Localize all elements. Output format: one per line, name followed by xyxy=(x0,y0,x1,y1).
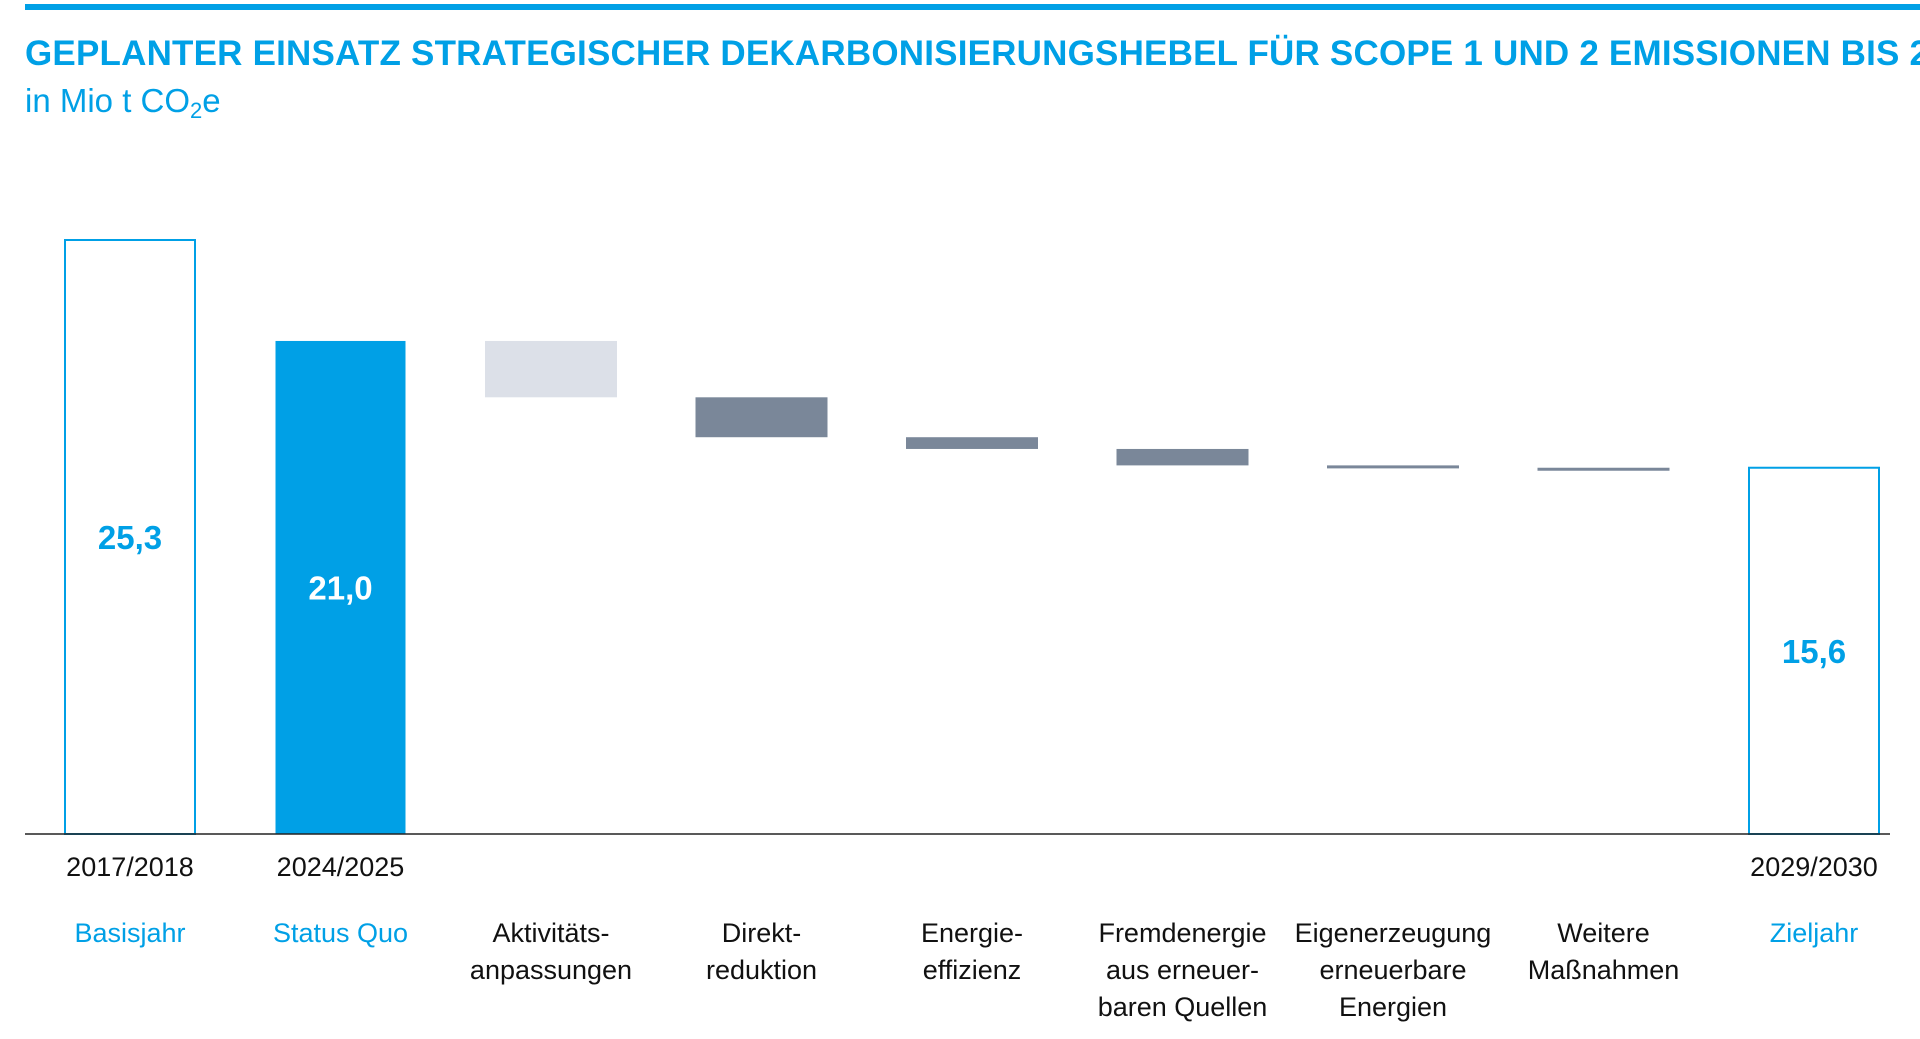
subtitle-prefix: in Mio t CO xyxy=(25,82,191,119)
category-label-4-line-1: Direkt- xyxy=(722,918,802,948)
data-label-2: 21,0 xyxy=(308,569,372,606)
lever-bar-6 xyxy=(1116,448,1249,466)
category-label-9-line-1: Zieljahr xyxy=(1770,918,1859,948)
year-label-9: 2029/2030 xyxy=(1750,852,1878,882)
category-label-8-line-1: Weitere xyxy=(1557,918,1650,948)
category-label-6-line-1: Fremdenergie xyxy=(1098,918,1266,948)
category-label-5-line-2: effizienz xyxy=(923,955,1022,985)
category-label-3-line-2: anpassungen xyxy=(470,955,632,985)
lever-bar-7 xyxy=(1327,465,1459,469)
data-label-9: 15,6 xyxy=(1782,633,1846,670)
year-label-2: 2024/2025 xyxy=(277,852,405,882)
category-label-6-line-2: aus erneuer- xyxy=(1106,955,1259,985)
category-label-7-line-2: erneuerbare xyxy=(1319,955,1466,985)
category-label-6-line-3: baren Quellen xyxy=(1098,992,1268,1022)
category-label-5-line-1: Energie- xyxy=(921,918,1023,948)
category-label-1-line-1: Basisjahr xyxy=(74,918,185,948)
data-label-1: 25,3 xyxy=(98,519,162,556)
subtitle-suffix: e xyxy=(202,82,221,119)
category-label-3-line-1: Aktivitäts- xyxy=(492,918,609,948)
bar-9 xyxy=(1748,466,1880,835)
lever-bar-8 xyxy=(1537,467,1670,471)
category-label-4-line-2: reduktion xyxy=(706,955,817,985)
lever-bar-5 xyxy=(906,437,1038,449)
category-label-8-line-2: Maßnahmen xyxy=(1528,955,1680,985)
lever-bar-3 xyxy=(485,340,617,398)
top-rule xyxy=(25,4,1920,10)
lever-bar-4 xyxy=(695,397,828,438)
chart-title: GEPLANTER EINSATZ STRATEGISCHER DEKARBON… xyxy=(25,34,1920,73)
year-label-1: 2017/2018 xyxy=(66,852,194,882)
subtitle-subscript: 2 xyxy=(190,98,203,123)
chart-subtitle: in Mio t CO2e xyxy=(25,82,221,124)
category-label-7-line-3: Energien xyxy=(1339,992,1447,1022)
bar-2 xyxy=(275,340,406,834)
category-label-7-line-1: Eigenerzeugung xyxy=(1295,918,1492,948)
category-label-2-line-1: Status Quo xyxy=(273,918,408,948)
